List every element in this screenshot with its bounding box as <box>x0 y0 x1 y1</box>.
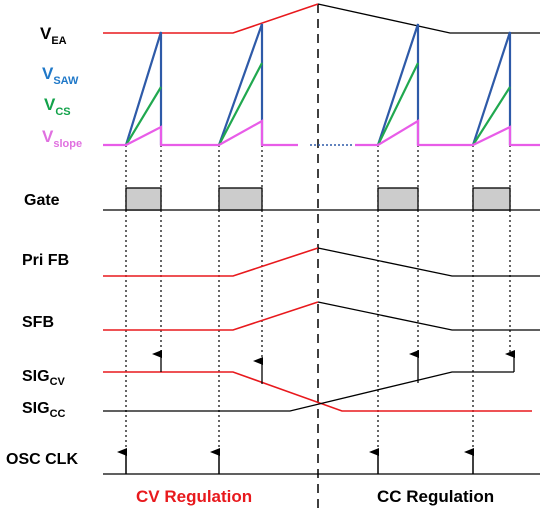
vea-label: VEA <box>40 24 67 47</box>
gate-trace <box>103 188 540 210</box>
gate-pulse <box>126 188 161 210</box>
vsaw-ramp <box>378 24 418 145</box>
prifb-label: Pri FB <box>22 252 69 269</box>
prifb-trace-cc <box>318 248 540 276</box>
cc-region-label: CC Regulation <box>377 487 494 506</box>
oscclk-label: OSC CLK <box>6 451 78 468</box>
vslope-label: Vslope <box>42 127 82 150</box>
vsaw-ramp <box>126 32 161 145</box>
vcs-label: VCS <box>44 95 71 118</box>
gate-pulse <box>219 188 262 210</box>
sfb-trace-cc <box>318 302 540 330</box>
sfb-label: SFB <box>22 314 54 331</box>
vsaw-ramp <box>473 32 510 145</box>
gate-label: Gate <box>24 192 60 209</box>
oscclk-trace <box>103 452 540 474</box>
sigcc-trace <box>103 354 514 411</box>
vsaw-label: VSAW <box>42 64 79 87</box>
sigcc-label: SIGCC <box>22 400 66 420</box>
vea-trace-cv <box>103 4 318 33</box>
gate-pulse <box>473 188 510 210</box>
gate-pulse <box>378 188 418 210</box>
prifb-trace-cv <box>103 248 318 276</box>
vea-trace-cc <box>318 4 540 33</box>
cv-region-label: CV Regulation <box>136 487 252 506</box>
sigcv-label: SIGCV <box>22 368 66 388</box>
sawtooth-waves <box>103 24 540 145</box>
sfb-trace-cv <box>103 302 318 330</box>
vsaw-ramp <box>219 24 262 145</box>
